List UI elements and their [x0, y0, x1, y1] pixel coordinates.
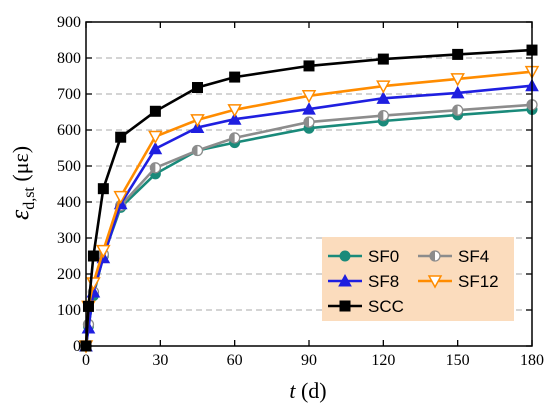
data-point-fill [304, 117, 309, 128]
legend-item-sf8: SF8 [328, 272, 399, 291]
x-axis-title: t (d) [289, 378, 326, 403]
x-tick-label: 150 [446, 352, 470, 369]
y-axis-title: εd,st (με) [5, 146, 38, 220]
data-point [227, 104, 242, 118]
legend-label: SCC [368, 297, 404, 316]
data-point-fill [378, 110, 384, 121]
data-point [450, 73, 465, 87]
data-point-fill [452, 105, 458, 116]
data-point [97, 183, 109, 195]
legend-item-scc: SCC [328, 297, 404, 316]
legend-items: SF0 SF4 SF8 SF12 SCC [328, 247, 499, 316]
y-tick-label: 400 [57, 194, 81, 211]
legend-item-sf4: SF4 [418, 247, 489, 266]
legend-item-sf12: SF12 [418, 272, 499, 291]
x-tick-label: 30 [152, 352, 168, 369]
legend-label: SF12 [458, 272, 499, 291]
data-point [338, 273, 352, 287]
data-point-fill [150, 162, 156, 173]
data-point [192, 82, 203, 94]
y-tick-label: 900 [57, 14, 81, 31]
data-point [115, 131, 127, 143]
data-point-fill [527, 99, 532, 110]
data-point [96, 244, 111, 259]
data-point [303, 60, 315, 72]
data-point [377, 53, 389, 65]
series-line [84, 48, 533, 347]
data-point [113, 190, 128, 205]
series-layer [78, 44, 540, 354]
data-point [450, 85, 465, 99]
data-point [148, 141, 163, 155]
data-point [376, 80, 391, 94]
series-line [84, 84, 533, 347]
legend-label: SF8 [368, 272, 399, 291]
data-point [339, 300, 351, 312]
data-point [148, 130, 163, 145]
data-point-fill [192, 145, 198, 156]
legend-label: SF0 [368, 247, 399, 266]
legend-item-sf0: SF0 [328, 247, 399, 266]
data-point-fill [430, 251, 435, 261]
series-sf12 [78, 65, 540, 354]
y-tick-label: 600 [57, 122, 81, 139]
data-point [339, 250, 351, 262]
data-point [149, 105, 161, 117]
y-tick-label: 0 [73, 338, 81, 355]
data-point [301, 90, 317, 104]
data-point [302, 102, 316, 115]
axes: 0 100 200 300 400 500 600 700 800 900 0 30 60 90 120 15… [57, 14, 544, 369]
x-tick-label: 60 [227, 352, 243, 369]
y-tick-label: 200 [57, 266, 81, 283]
y-tick-label: 700 [57, 86, 81, 103]
x-tick-label: 180 [520, 352, 544, 369]
y-tick-label: 300 [57, 230, 81, 247]
data-point [452, 48, 464, 60]
x-tick-label: 0 [82, 352, 90, 369]
x-tick-label: 90 [301, 352, 317, 369]
data-point [82, 300, 94, 312]
data-point [87, 250, 99, 262]
series-sf8 [79, 78, 539, 352]
y-tick-label: 100 [57, 302, 81, 319]
data-point [190, 114, 205, 128]
data-point-fill [229, 132, 235, 143]
data-point [376, 91, 391, 104]
data-point [427, 275, 443, 289]
data-point [229, 71, 241, 83]
series-scc [80, 44, 538, 352]
legend-label: SF4 [458, 247, 489, 266]
x-tick-label: 120 [371, 352, 395, 369]
y-tick-label: 500 [57, 158, 81, 175]
y-tick-label: 800 [57, 50, 81, 67]
data-point [227, 112, 242, 125]
